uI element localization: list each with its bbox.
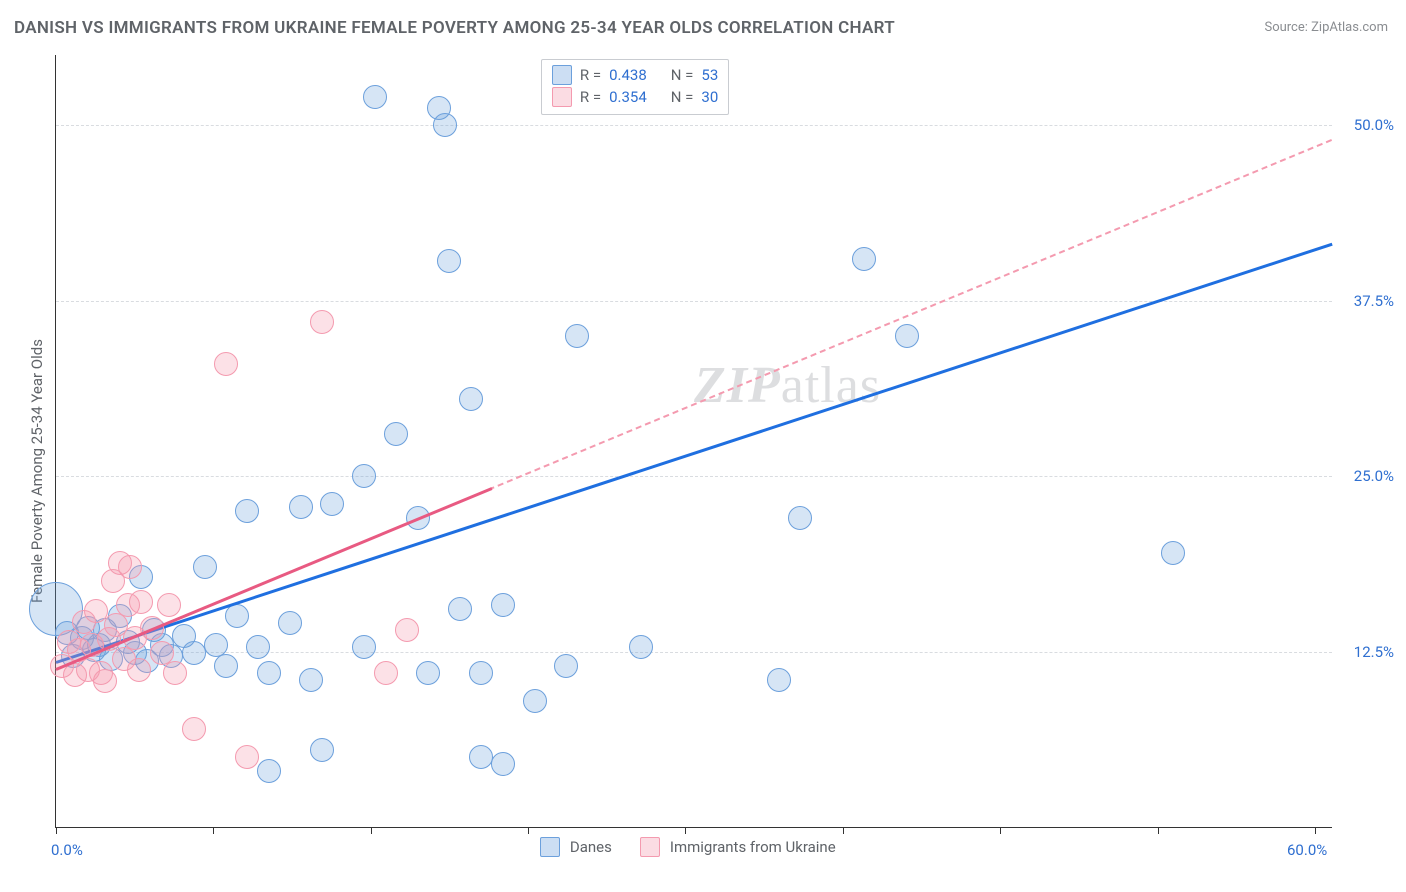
legend-swatch [552,65,572,85]
x-tick [843,827,844,834]
legend-r-value: 0.354 [609,88,647,106]
data-point [193,555,217,579]
data-point [310,738,334,762]
data-point [157,593,181,617]
data-point [289,495,313,519]
x-tick [213,827,214,834]
legend-row: R = 0.354 N = 30 [552,86,718,108]
legend-swatch [540,837,560,857]
data-point [235,745,259,769]
x-tick [1000,827,1001,834]
source-attribution: Source: ZipAtlas.com [1264,20,1388,35]
x-tick [56,827,57,834]
data-point [278,611,302,635]
gridline [56,301,1332,302]
legend-label: Danes [570,838,612,856]
data-point [127,658,151,682]
legend-n-label: N = [671,88,694,106]
data-point [852,247,876,271]
data-point [352,635,376,659]
y-tick-label: 37.5% [1354,292,1394,310]
gridline [56,125,1332,126]
data-point [565,324,589,348]
data-point [163,661,187,685]
plot-area: ZIPatlas R =0.438N =53R =0.354N =30 12.5… [55,55,1332,828]
legend-r-label: R = [580,88,601,106]
data-point [469,661,493,685]
data-point [225,604,249,628]
data-point [437,249,461,273]
y-axis-label: Female Poverty Among 25-34 Year Olds [28,339,46,603]
data-point [459,387,483,411]
trend-line [56,243,1333,664]
data-point [352,464,376,488]
series-legend: Danes Immigrants from Ukraine [540,837,854,857]
x-tick [1158,827,1159,834]
legend-n-label: N = [671,66,694,84]
chart-title: DANISH VS IMMIGRANTS FROM UKRAINE FEMALE… [14,18,895,38]
x-tick [685,827,686,834]
data-point [788,506,812,530]
x-tick [371,827,372,834]
data-point [214,352,238,376]
data-point [395,618,419,642]
data-point [384,422,408,446]
data-point [363,85,387,109]
legend-label: Immigrants from Ukraine [670,838,836,856]
data-point [246,635,270,659]
data-point [320,492,344,516]
x-tick-label: 60.0% [1287,841,1327,859]
x-tick-label: 0.0% [51,841,83,859]
data-point [491,593,515,617]
data-point [523,689,547,713]
legend-swatch [640,837,660,857]
x-tick [1315,827,1316,834]
data-point [416,661,440,685]
legend-swatch [552,87,572,107]
data-point [257,661,281,685]
data-point [491,752,515,776]
y-tick-label: 25.0% [1354,467,1394,485]
data-point [374,661,398,685]
data-point [299,668,323,692]
data-point [767,668,791,692]
correlation-legend: R = 0.438 N = 53 R = 0.354 N = 30 [541,59,729,115]
data-point [182,717,206,741]
data-point [1161,541,1185,565]
legend-n-value: 53 [701,66,718,84]
data-point [448,597,472,621]
legend-n-value: 30 [701,88,718,106]
x-tick [528,827,529,834]
legend-row: R = 0.438 N = 53 [552,64,718,86]
data-point [214,654,238,678]
data-point [433,113,457,137]
data-point [129,590,153,614]
data-point [93,669,117,693]
legend-r-value: 0.438 [609,66,647,84]
legend-r-label: R = [580,66,601,84]
y-tick-label: 12.5% [1354,643,1394,661]
data-point [629,635,653,659]
data-point [118,555,142,579]
data-point [310,310,334,334]
data-point [257,759,281,783]
data-point [554,654,578,678]
data-point [235,499,259,523]
y-tick-label: 50.0% [1354,116,1394,134]
data-point [895,324,919,348]
gridline [56,476,1332,477]
